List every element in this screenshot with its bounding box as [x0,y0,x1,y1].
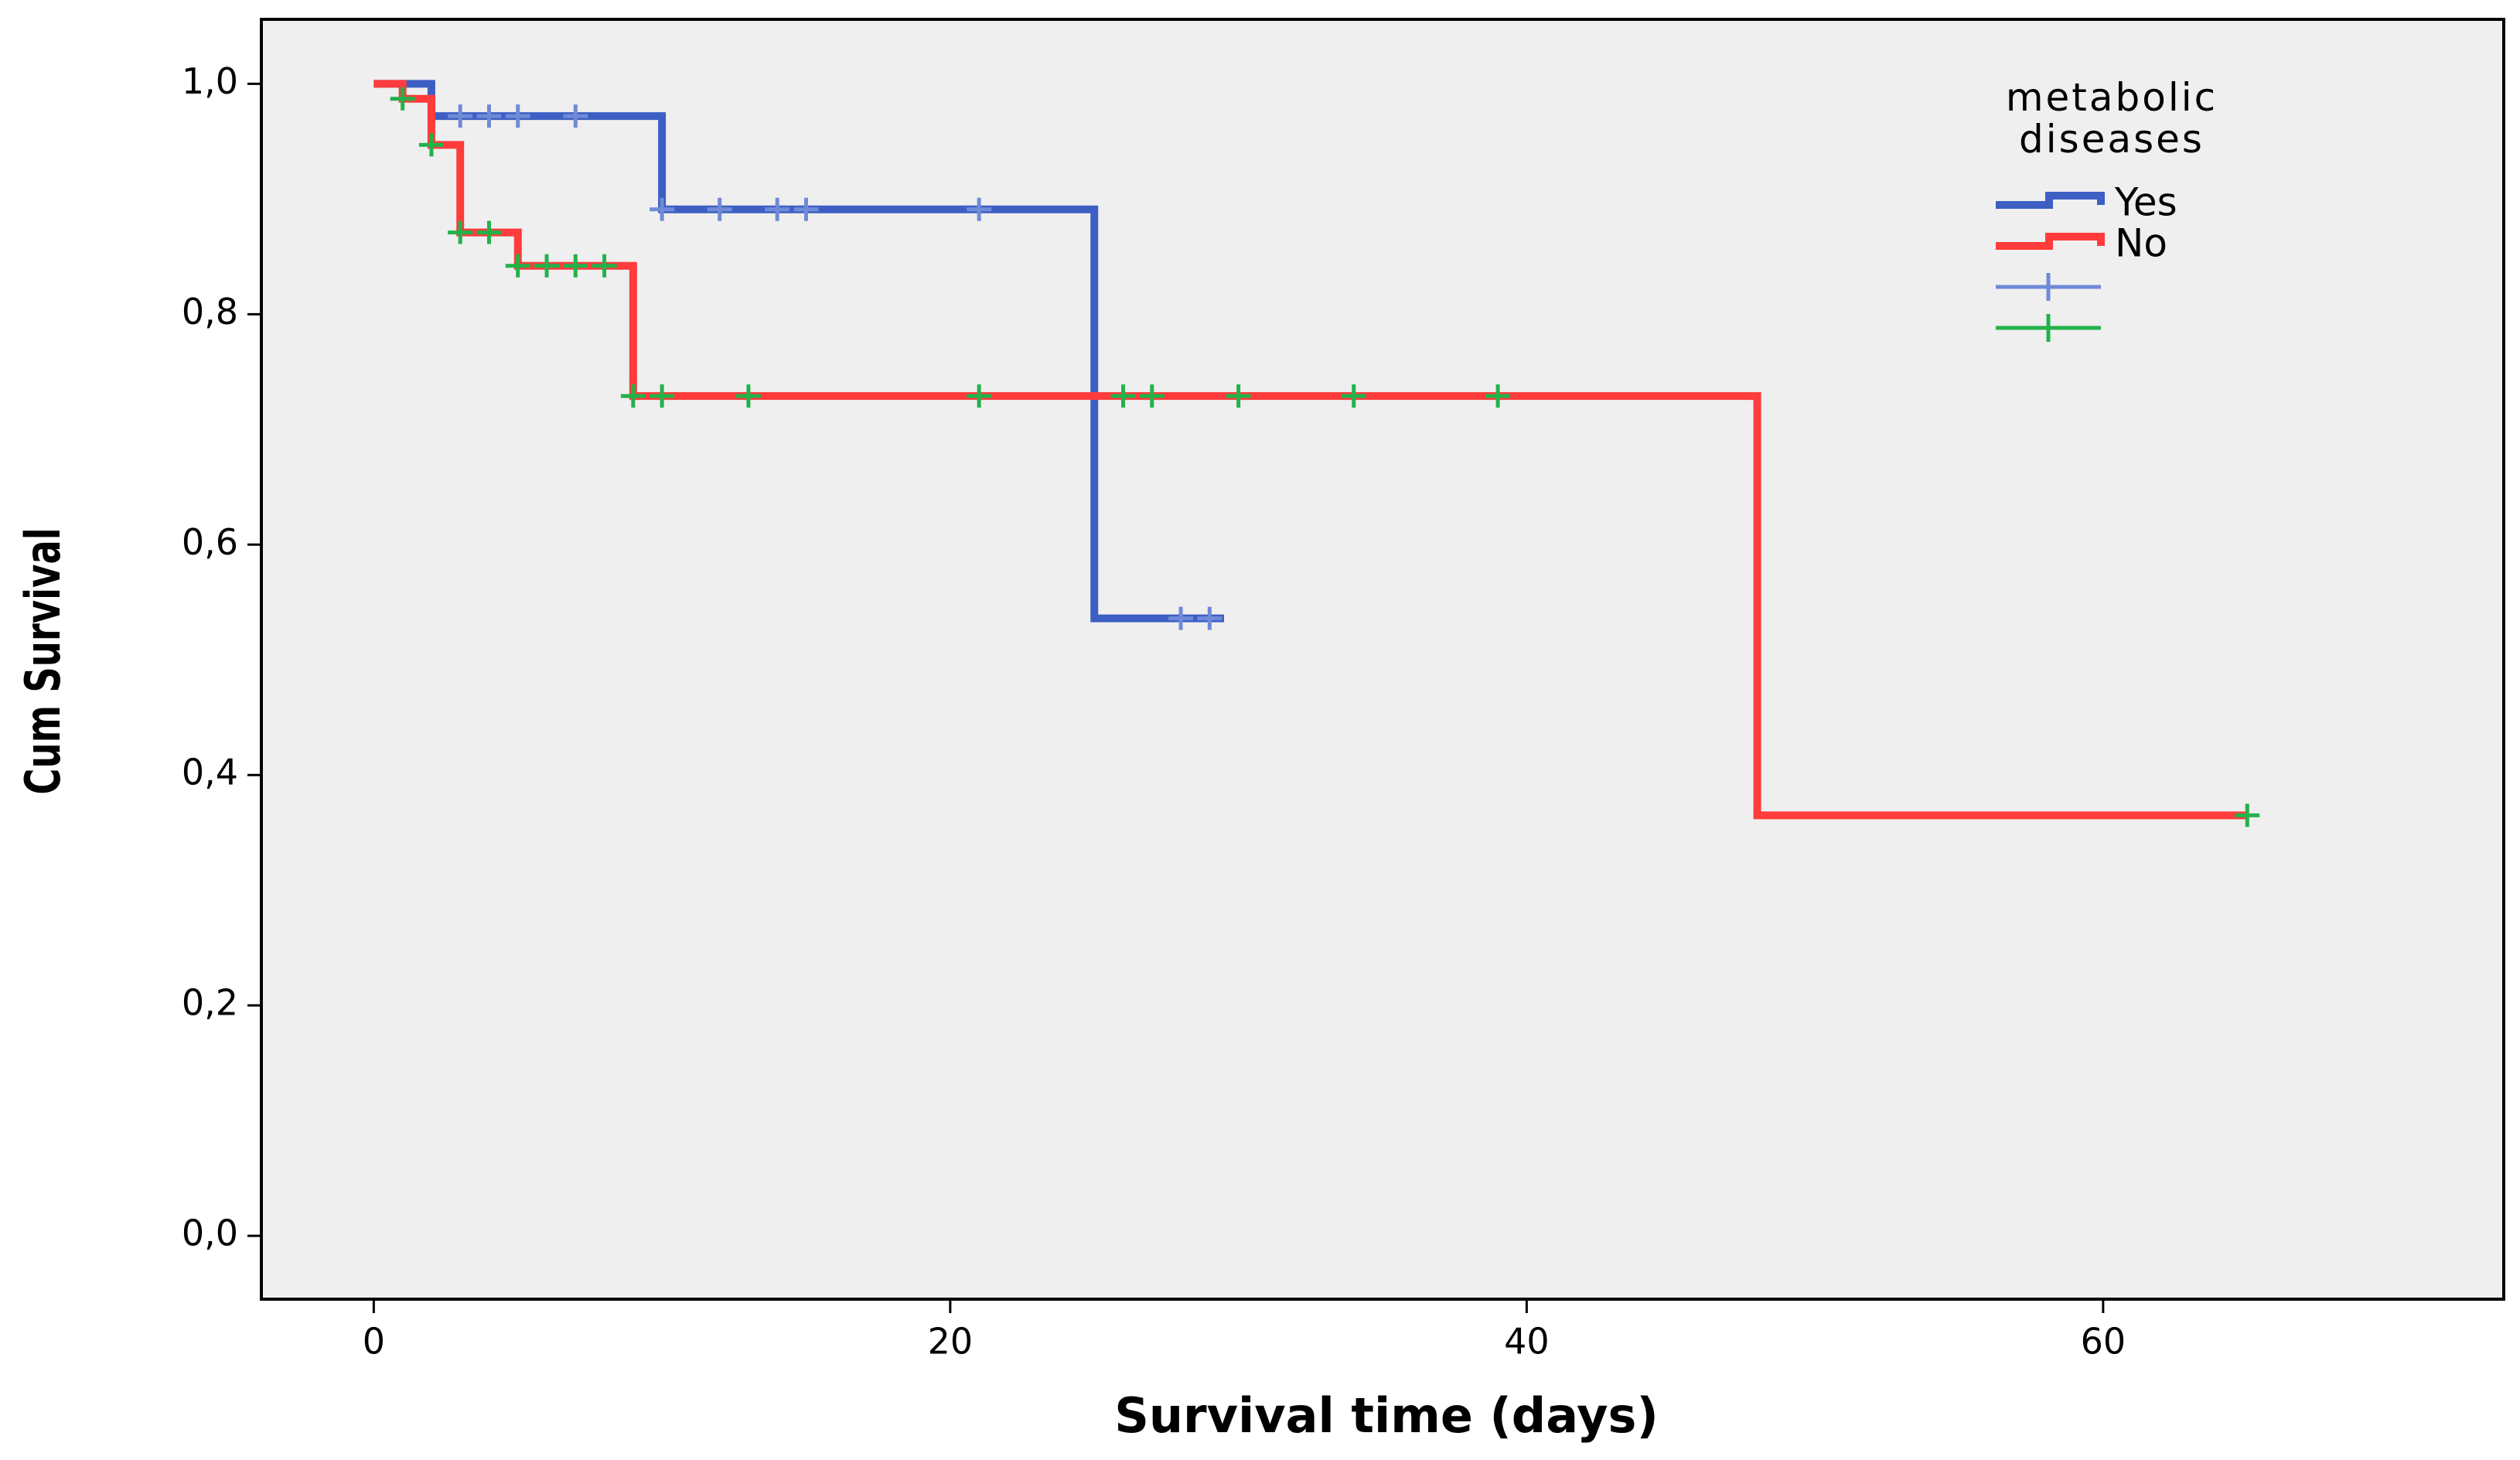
y-tick-label: 0,6 [182,521,238,563]
y-tick-label: 0,2 [182,982,238,1024]
censor-mark [390,87,415,111]
censor-mark [476,104,502,128]
censor-mark [650,197,675,221]
x-tick-label: 60 [2081,1321,2126,1363]
censor-mark [1485,384,1511,408]
censor-mark [448,104,473,128]
censor-mark [793,197,819,221]
x-axis-title: Survival time (days) [1114,1387,1659,1444]
plot-area [260,18,2505,1301]
censor-mark [707,197,732,221]
x-tick-label: 0 [363,1321,385,1363]
censor-mark [1341,384,1366,408]
censor-mark [967,384,992,408]
censor-mark [967,197,992,221]
legend-symbol [1996,273,2101,301]
y-tick-label: 1,0 [182,60,238,102]
x-tick-label: 20 [928,1321,974,1363]
censor-mark [448,220,473,244]
censor-mark [2235,803,2260,827]
censor-mark [650,384,675,408]
censor-mark [1168,606,1194,630]
censor-mark [592,254,617,278]
censor-mark [418,133,444,157]
y-tick-label: 0,0 [182,1213,238,1254]
y-tick-label: 0,4 [182,752,238,793]
censor-mark [563,104,588,128]
censor-mark [620,384,646,408]
censor-mark [534,254,560,278]
censor-mark [765,197,790,221]
y-axis-title: Cum Survival [15,527,70,794]
censor-mark [563,254,588,278]
censor-mark [1139,384,1165,408]
legend-symbol [1996,314,2101,342]
legend-label: Yes [2114,180,2177,225]
legend-title: metabolic diseases [2006,75,2218,162]
legend-label: No [2115,221,2167,266]
survival-line [373,80,1224,623]
legend-symbol [1996,233,2105,250]
y-tick-label: 0,8 [182,291,238,333]
censor-mark [505,104,530,128]
censor-mark [476,220,502,244]
x-tick-label: 40 [1504,1321,1550,1363]
legend-symbol [1996,192,2105,209]
censor-mark [1226,384,1251,408]
censor-mark [1197,606,1222,630]
censor-mark [735,384,761,408]
censor-mark [1110,384,1136,408]
censor-mark [505,254,530,278]
